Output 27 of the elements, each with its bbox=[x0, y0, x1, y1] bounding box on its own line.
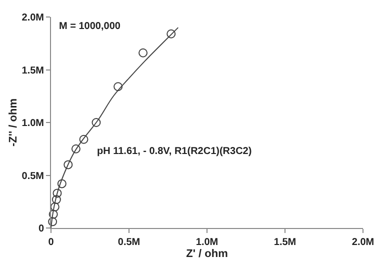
point bbox=[48, 217, 58, 226]
x-axis-title: Z' / ohm bbox=[186, 248, 228, 260]
point bbox=[57, 179, 66, 188]
y-tick-label: 0 bbox=[38, 224, 44, 234]
point bbox=[52, 188, 62, 198]
point bbox=[138, 48, 148, 58]
point bbox=[166, 29, 176, 38]
point bbox=[114, 82, 123, 92]
annotation: M = 1000,000 bbox=[59, 21, 121, 32]
x-tick-label: 0.5M bbox=[118, 237, 140, 248]
point bbox=[50, 202, 60, 212]
point bbox=[64, 160, 73, 170]
y-axis-title: -Z'' / ohm bbox=[7, 98, 20, 147]
y-tick-label: 1.0M bbox=[22, 118, 44, 129]
y-tick-label: 0.5M bbox=[22, 170, 44, 182]
x-tick-label: 0 bbox=[48, 237, 54, 248]
point bbox=[92, 118, 101, 127]
point bbox=[48, 210, 58, 219]
annotation: pH 11.61, - 0.8V, R1(R2C1)(R3C2) bbox=[97, 146, 252, 157]
point bbox=[52, 195, 61, 204]
point bbox=[79, 134, 88, 144]
point bbox=[71, 144, 80, 154]
y-tick-label: 2.0M bbox=[22, 12, 44, 24]
y-tick-label: 1.5M bbox=[22, 65, 44, 76]
x-tick-label: 1.5M bbox=[274, 237, 296, 248]
x-tick-label: 1.0M bbox=[196, 237, 218, 248]
x-tick-label: 2.0M bbox=[352, 237, 374, 248]
